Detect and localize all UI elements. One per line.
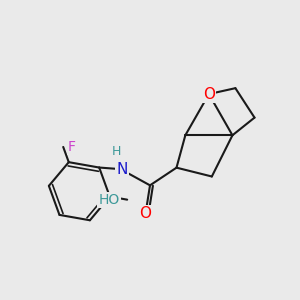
Text: N: N — [116, 162, 128, 177]
Text: F: F — [68, 140, 76, 154]
Text: O: O — [203, 87, 215, 102]
Text: HO: HO — [99, 193, 120, 207]
Text: H: H — [112, 145, 121, 158]
Text: O: O — [140, 206, 152, 221]
